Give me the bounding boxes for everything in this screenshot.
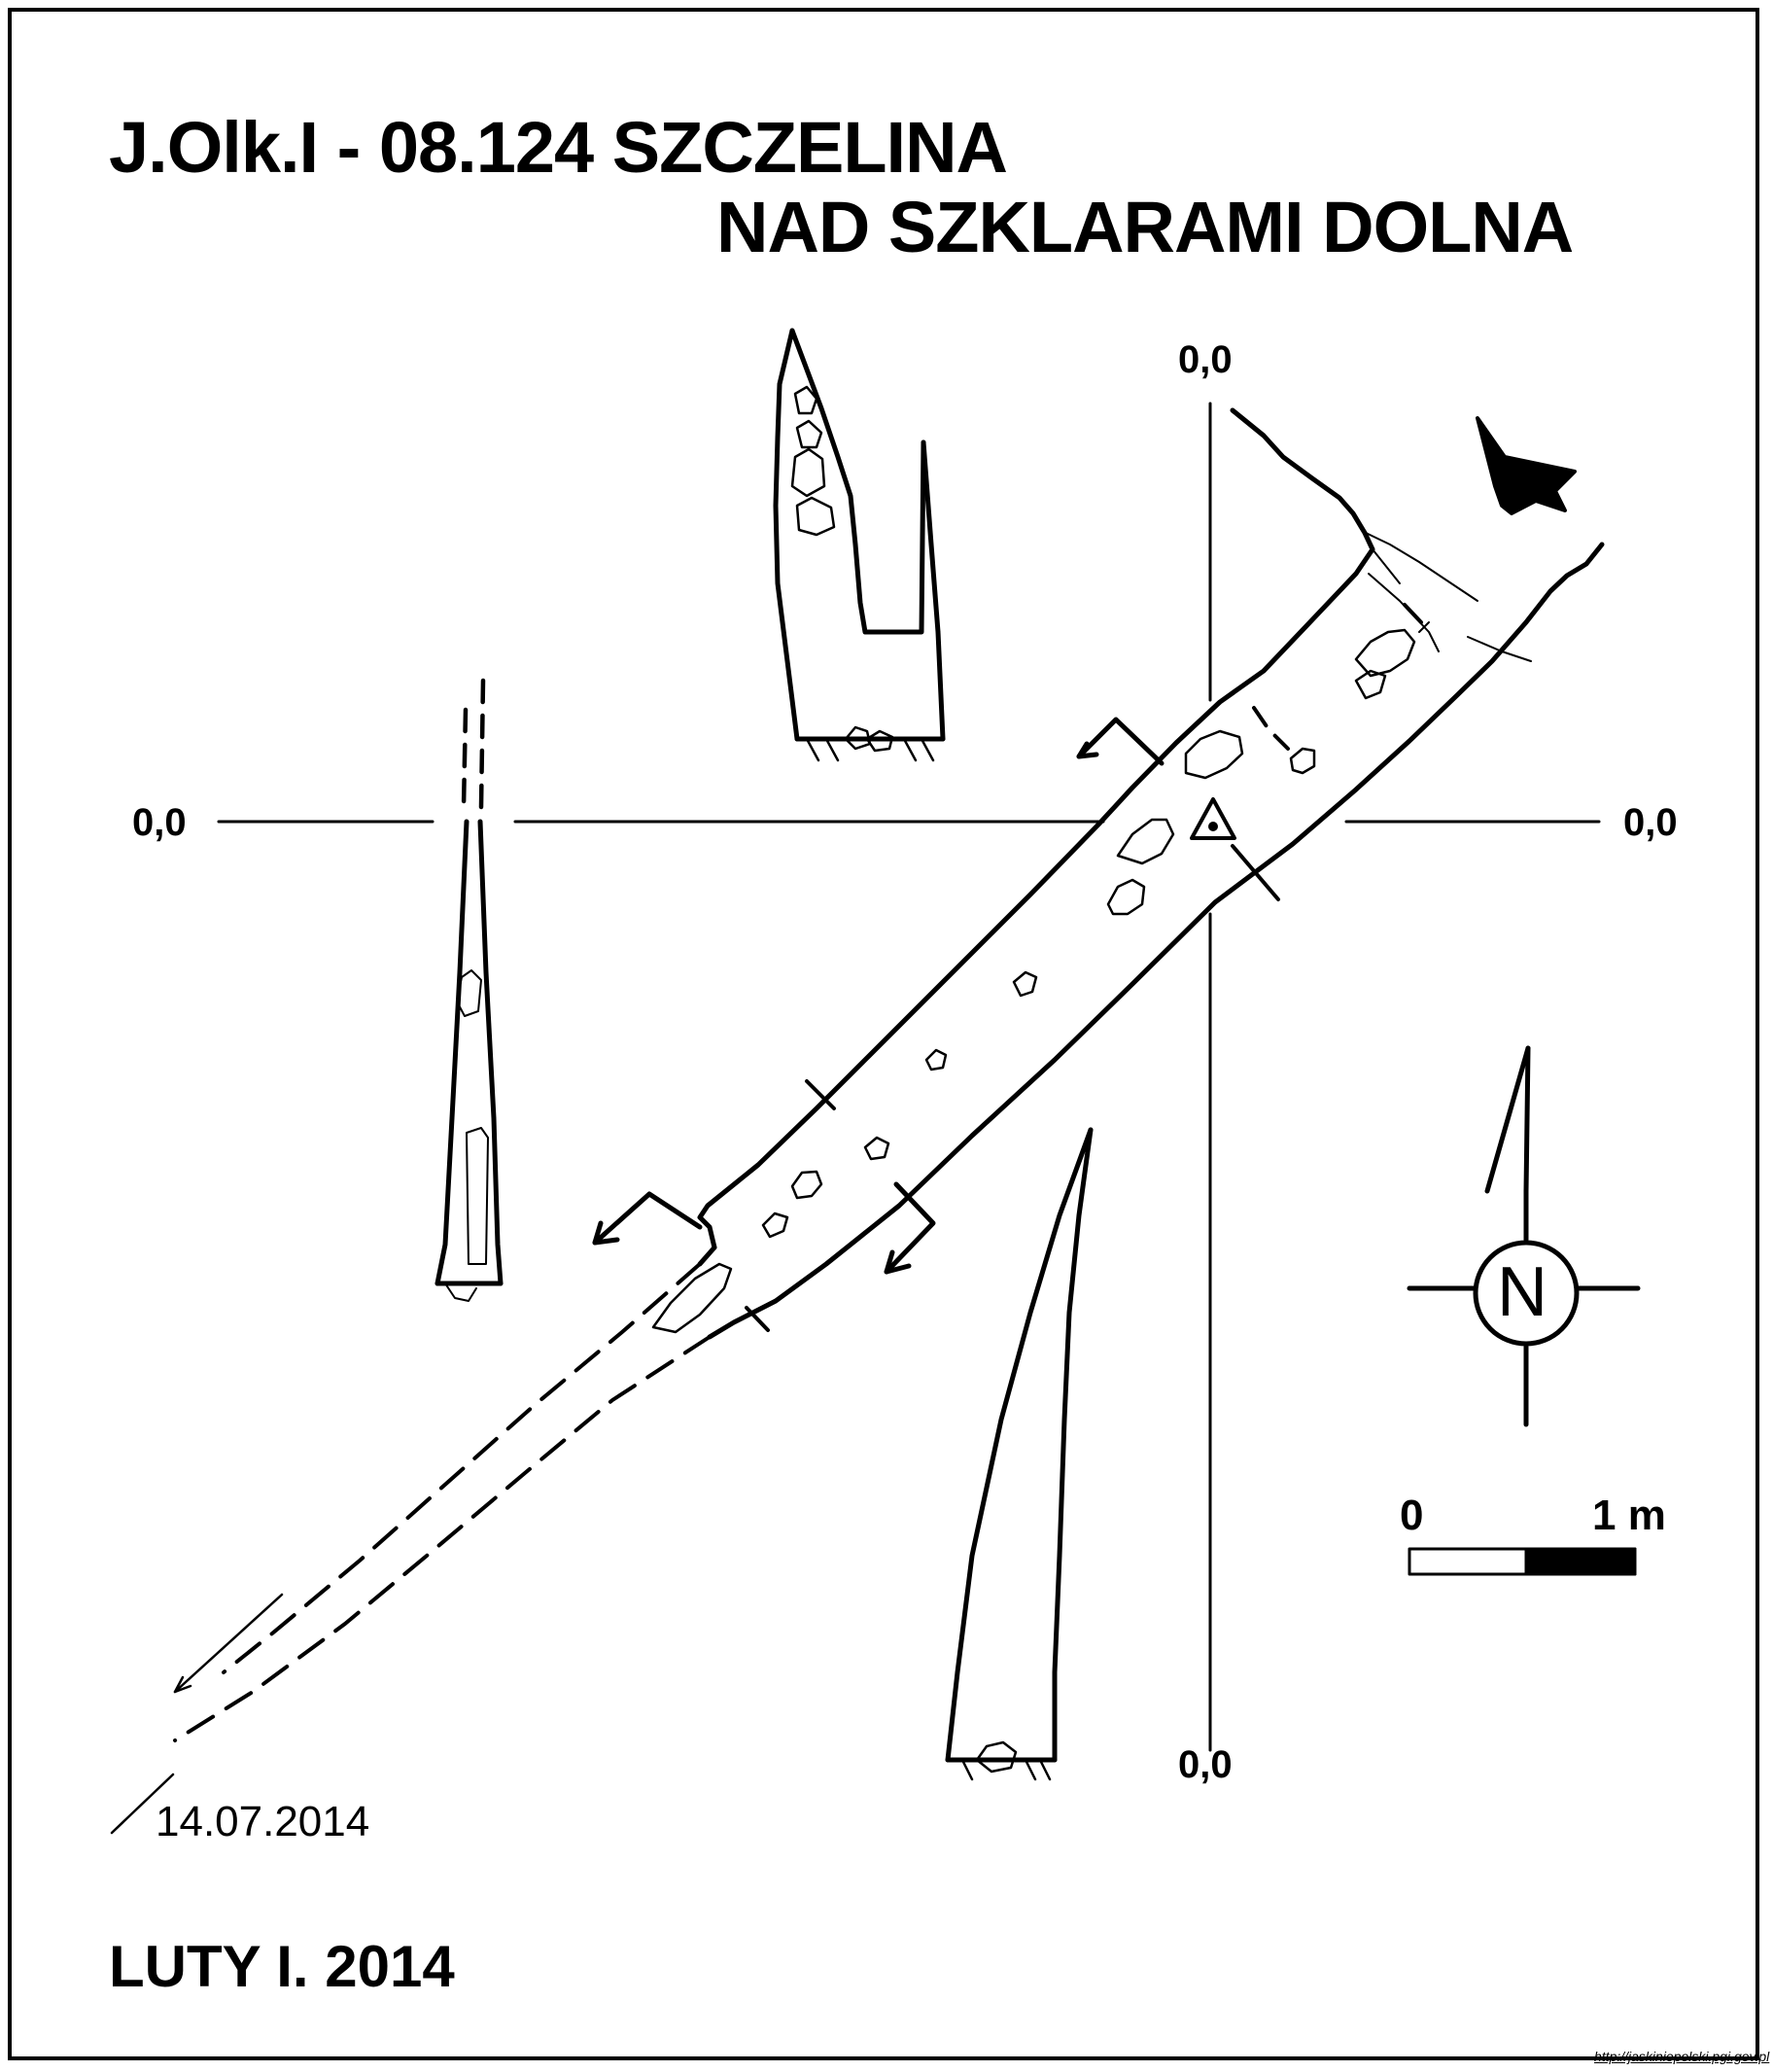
section-ticks <box>745 603 1423 1332</box>
date-arrows <box>110 1593 284 1835</box>
cave-plan-dashed-segment <box>1252 706 1290 751</box>
scale-bar <box>1408 1547 1637 1576</box>
cross-section-lower <box>945 1127 1094 1763</box>
cross-section-lower-details <box>960 1740 1052 1781</box>
scale-label-start: 0 <box>1400 1492 1424 1539</box>
cave-plan-dashed-continuation <box>173 1262 712 1742</box>
title-line-1: J.Olk.I - 08.124 SZCZELINA <box>109 107 1008 188</box>
survey-date: 14.07.2014 <box>156 1798 370 1845</box>
source-link[interactable]: http://jaskiniepolski.pgi.gov.pl <box>1594 2049 1770 2064</box>
survey-station-triangle <box>1190 797 1236 840</box>
author-credit: LUTY I. 2014 <box>109 1934 455 1999</box>
axis-label-right: 0,0 <box>1623 801 1678 844</box>
entrance-arrow-icon <box>1476 416 1577 515</box>
title-line-2: NAD SZKLARAMI DOLNA <box>716 187 1574 267</box>
cross-section-upper <box>773 328 946 742</box>
axis-label-top: 0,0 <box>1178 338 1233 381</box>
cross-section-left <box>435 819 504 1286</box>
compass-north-label: N <box>1497 1253 1547 1331</box>
cave-plan-boulders <box>651 628 1416 1334</box>
cave-plan-outline <box>697 407 1605 1340</box>
north-arrow-icon <box>1407 1045 1641 1427</box>
scale-label-end: 1 m <box>1592 1492 1666 1539</box>
axis-label-bottom: 0,0 <box>1178 1743 1233 1786</box>
cross-section-left-details <box>444 969 489 1302</box>
section-arrows <box>592 717 1165 1275</box>
cross-section-upper-details <box>790 385 935 762</box>
axis-label-left: 0,0 <box>132 801 187 844</box>
map-frame <box>8 8 1759 2060</box>
axis-lines <box>217 402 1601 1752</box>
cross-section-left-dashed <box>461 678 486 810</box>
